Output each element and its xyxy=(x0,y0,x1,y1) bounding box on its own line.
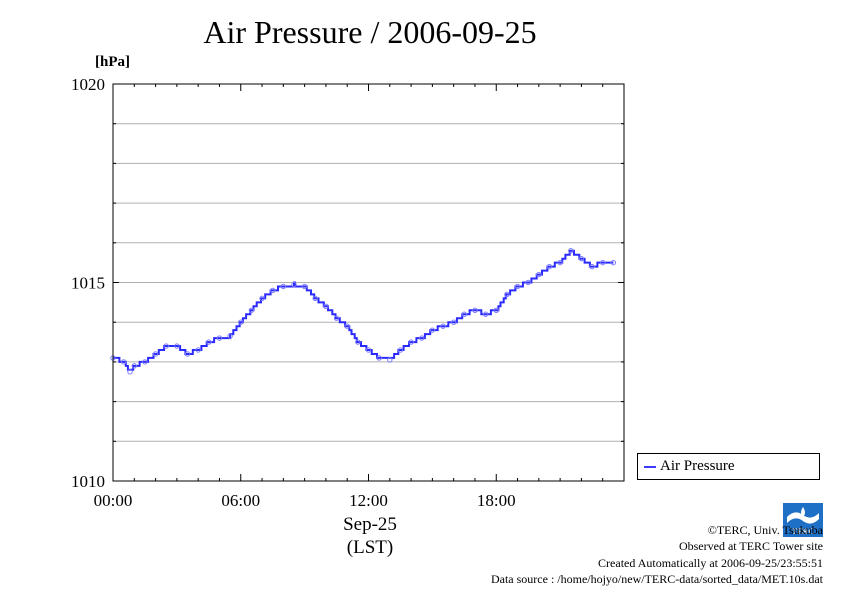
data-point xyxy=(333,315,340,321)
axis-ticks: 1010 1015 1020 00:00 06:00 12:00 18:00 xyxy=(71,75,625,510)
data-point xyxy=(589,263,595,270)
data-point xyxy=(127,369,133,375)
data-point xyxy=(557,259,563,266)
data-point xyxy=(493,307,499,313)
y-tick-label: 1015 xyxy=(71,274,105,293)
legend-swatch xyxy=(644,466,656,468)
data-point xyxy=(238,319,244,325)
data-point xyxy=(280,283,287,290)
data-point xyxy=(152,351,159,357)
data-point xyxy=(355,339,361,345)
x-axis-zone-label: (LST) xyxy=(346,537,394,558)
data-point xyxy=(216,335,223,341)
legend: Air Pressure xyxy=(637,453,820,480)
data-point xyxy=(323,303,329,310)
data-point xyxy=(429,327,436,333)
terc-logo-icon: TERC xyxy=(783,503,823,537)
y-tick-label: 1020 xyxy=(71,75,105,94)
chart-title: Air Pressure / 2006-09-25 xyxy=(203,14,537,50)
data-point xyxy=(514,283,521,290)
x-axis-date-label: Sep-25 xyxy=(343,514,397,535)
data-point xyxy=(568,248,574,254)
data-point xyxy=(142,359,148,365)
data-point xyxy=(365,347,372,353)
data-point xyxy=(131,363,137,369)
data-point xyxy=(450,319,457,325)
x-tick-label: 06:00 xyxy=(221,491,260,510)
x-tick-label: 18:00 xyxy=(477,491,516,510)
data-point xyxy=(440,323,446,329)
data-point xyxy=(482,311,489,317)
data-point xyxy=(610,259,617,266)
svg-text:TERC: TERC xyxy=(792,527,814,536)
data-point xyxy=(344,323,350,329)
data-point xyxy=(184,351,191,357)
data-point xyxy=(525,279,531,286)
data-point xyxy=(206,339,212,345)
data-point xyxy=(163,343,169,349)
footer-copyright: ©TERC, Univ. Tsukuba xyxy=(707,523,823,537)
data-point xyxy=(387,357,393,363)
data-point xyxy=(472,307,478,313)
data-point xyxy=(259,295,265,302)
data-point xyxy=(578,255,585,262)
data-point xyxy=(397,347,404,353)
data-point xyxy=(301,283,308,290)
legend-label: Air Pressure xyxy=(660,458,735,474)
data-point xyxy=(600,259,606,266)
data-point xyxy=(419,335,425,341)
data-point xyxy=(312,295,318,302)
data-point xyxy=(546,263,553,270)
data-point xyxy=(227,333,233,339)
footer-created: Created Automatically at 2006-09-25/23:5… xyxy=(598,556,823,570)
data-point xyxy=(248,307,255,313)
x-tick-label: 12:00 xyxy=(349,491,388,510)
data-point xyxy=(408,339,414,345)
footer-observed: Observed at TERC Tower site xyxy=(678,539,823,553)
data-point xyxy=(120,359,127,365)
grid-lines xyxy=(113,123,624,442)
data-point xyxy=(376,355,382,361)
series-air-pressure xyxy=(110,248,617,375)
data-point xyxy=(174,343,180,349)
data-point xyxy=(291,281,297,288)
y-tick-label: 1010 xyxy=(71,472,105,491)
x-tick-label: 00:00 xyxy=(94,491,133,510)
footer-source: Data source : /home/hojyo/new/TERC-data/… xyxy=(490,572,823,586)
data-point xyxy=(504,291,510,298)
data-point xyxy=(195,347,201,353)
y-unit-label: [hPa] xyxy=(95,54,130,70)
data-point xyxy=(461,311,468,317)
data-point xyxy=(269,287,276,294)
data-point xyxy=(536,271,542,278)
